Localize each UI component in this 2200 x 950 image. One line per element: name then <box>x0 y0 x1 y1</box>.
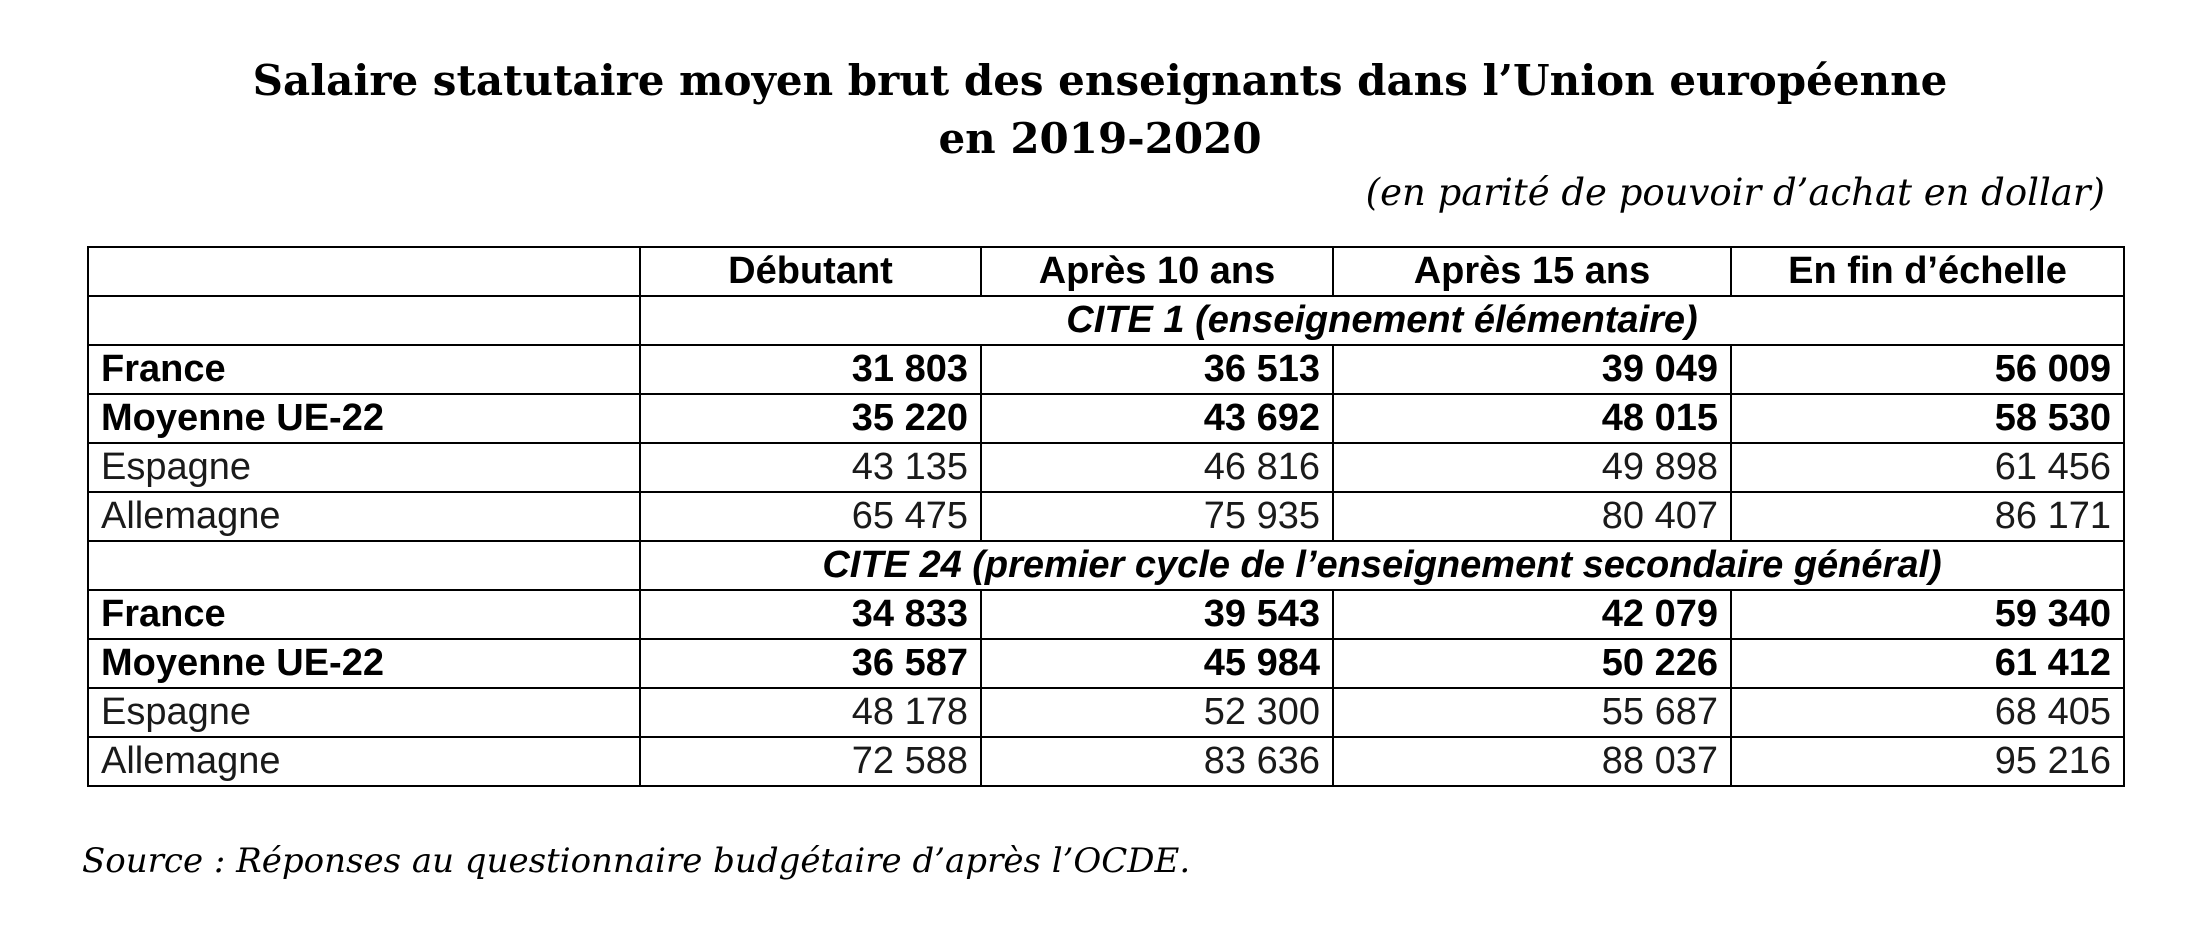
country-cell: Allemagne <box>87 736 641 787</box>
source-note: Source : Réponses au questionnaire budgé… <box>82 841 1191 881</box>
value-cell: 52 300 <box>980 687 1334 738</box>
value-cell: 68 405 <box>1730 687 2125 738</box>
value-cell: 80 407 <box>1332 491 1732 542</box>
value-cell: 72 588 <box>639 736 982 787</box>
table-row: Moyenne UE-22 35 220 43 692 48 015 58 53… <box>87 393 2125 444</box>
section-row: CITE 24 (premier cycle de l’enseignement… <box>87 540 2125 591</box>
header-fin-echelle: En fin d’échelle <box>1730 246 2125 297</box>
table-row: Allemagne 65 475 75 935 80 407 86 171 <box>87 491 2125 542</box>
table-header-row: Débutant Après 10 ans Après 15 ans En fi… <box>87 246 2125 297</box>
value-cell: 36 587 <box>639 638 982 689</box>
country-cell: Allemagne <box>87 491 641 542</box>
value-cell: 86 171 <box>1730 491 2125 542</box>
value-cell: 75 935 <box>980 491 1334 542</box>
table-row: Espagne 43 135 46 816 49 898 61 456 <box>87 442 2125 493</box>
country-cell: Espagne <box>87 442 641 493</box>
page-title: Salaire statutaire moyen brut des enseig… <box>252 56 1948 105</box>
table-row: Allemagne 72 588 83 636 88 037 95 216 <box>87 736 2125 787</box>
table-row: Espagne 48 178 52 300 55 687 68 405 <box>87 687 2125 738</box>
value-cell: 46 816 <box>980 442 1334 493</box>
page-subtitle-year: en 2019-2020 <box>938 114 1262 163</box>
value-cell: 36 513 <box>980 344 1334 395</box>
value-cell: 48 015 <box>1332 393 1732 444</box>
value-cell: 43 692 <box>980 393 1334 444</box>
value-cell: 43 135 <box>639 442 982 493</box>
value-cell: 42 079 <box>1332 589 1732 640</box>
value-cell: 48 178 <box>639 687 982 738</box>
section-blank-cell <box>87 295 641 346</box>
header-apres-15-ans: Après 15 ans <box>1332 246 1732 297</box>
section-label: CITE 1 (enseignement élémentaire) <box>639 295 2125 346</box>
table-row: France 34 833 39 543 42 079 59 340 <box>87 589 2125 640</box>
table-row: Moyenne UE-22 36 587 45 984 50 226 61 41… <box>87 638 2125 689</box>
section-blank-cell <box>87 540 641 591</box>
value-cell: 56 009 <box>1730 344 2125 395</box>
salary-table: Débutant Après 10 ans Après 15 ans En fi… <box>87 246 2125 787</box>
country-cell: Espagne <box>87 687 641 738</box>
value-cell: 59 340 <box>1730 589 2125 640</box>
value-cell: 83 636 <box>980 736 1334 787</box>
value-cell: 39 543 <box>980 589 1334 640</box>
unit-note: (en parité de pouvoir d’achat en dollar) <box>1365 171 2105 214</box>
value-cell: 55 687 <box>1332 687 1732 738</box>
value-cell: 45 984 <box>980 638 1334 689</box>
header-apres-10-ans: Après 10 ans <box>980 246 1334 297</box>
value-cell: 34 833 <box>639 589 982 640</box>
value-cell: 61 456 <box>1730 442 2125 493</box>
country-cell: France <box>87 344 641 395</box>
value-cell: 49 898 <box>1332 442 1732 493</box>
value-cell: 88 037 <box>1332 736 1732 787</box>
country-cell: France <box>87 589 641 640</box>
header-debutant: Débutant <box>639 246 982 297</box>
value-cell: 58 530 <box>1730 393 2125 444</box>
value-cell: 39 049 <box>1332 344 1732 395</box>
value-cell: 95 216 <box>1730 736 2125 787</box>
value-cell: 65 475 <box>639 491 982 542</box>
section-row: CITE 1 (enseignement élémentaire) <box>87 295 2125 346</box>
value-cell: 61 412 <box>1730 638 2125 689</box>
country-cell: Moyenne UE-22 <box>87 638 641 689</box>
value-cell: 31 803 <box>639 344 982 395</box>
value-cell: 50 226 <box>1332 638 1732 689</box>
value-cell: 35 220 <box>639 393 982 444</box>
section-label: CITE 24 (premier cycle de l’enseignement… <box>639 540 2125 591</box>
table-row: France 31 803 36 513 39 049 56 009 <box>87 344 2125 395</box>
header-country-cell <box>87 246 641 297</box>
country-cell: Moyenne UE-22 <box>87 393 641 444</box>
